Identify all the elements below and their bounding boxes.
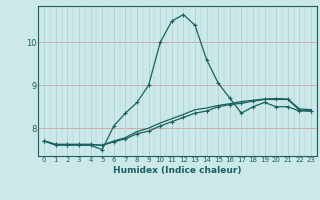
X-axis label: Humidex (Indice chaleur): Humidex (Indice chaleur) bbox=[113, 166, 242, 175]
